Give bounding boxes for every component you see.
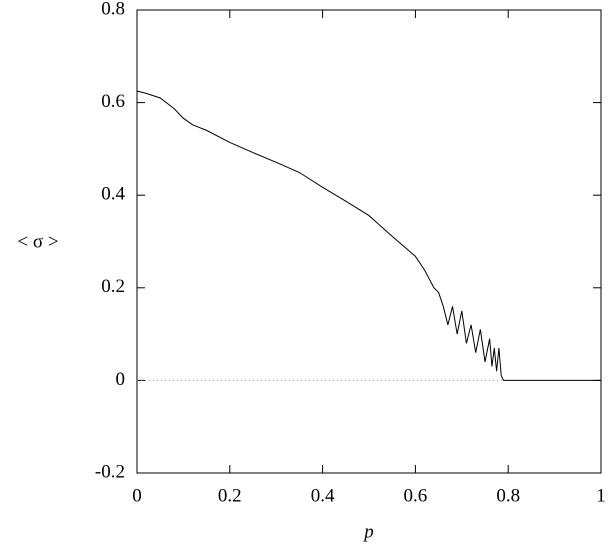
x-tick-label: 1 (596, 485, 606, 506)
y-tick-label: 0.4 (101, 184, 125, 205)
x-axis-label: p (362, 521, 374, 542)
y-tick-label: 0.8 (101, 0, 125, 19)
y-tick-label: 0 (116, 369, 126, 390)
x-tick-label: 0.2 (218, 485, 242, 506)
x-tick-label: 0.4 (311, 485, 335, 506)
y-tick-label: -0.2 (95, 461, 125, 482)
plot-frame (136, 9, 602, 474)
x-tick-label: 0 (132, 485, 142, 506)
data-line (136, 90, 601, 381)
x-tick-label: 0.6 (404, 485, 428, 506)
x-tick-label: 0.8 (496, 485, 520, 506)
y-tick-label: 0.2 (101, 276, 125, 297)
y-tick-label: 0.6 (101, 91, 125, 112)
y-axis-label: < σ > (17, 231, 58, 252)
